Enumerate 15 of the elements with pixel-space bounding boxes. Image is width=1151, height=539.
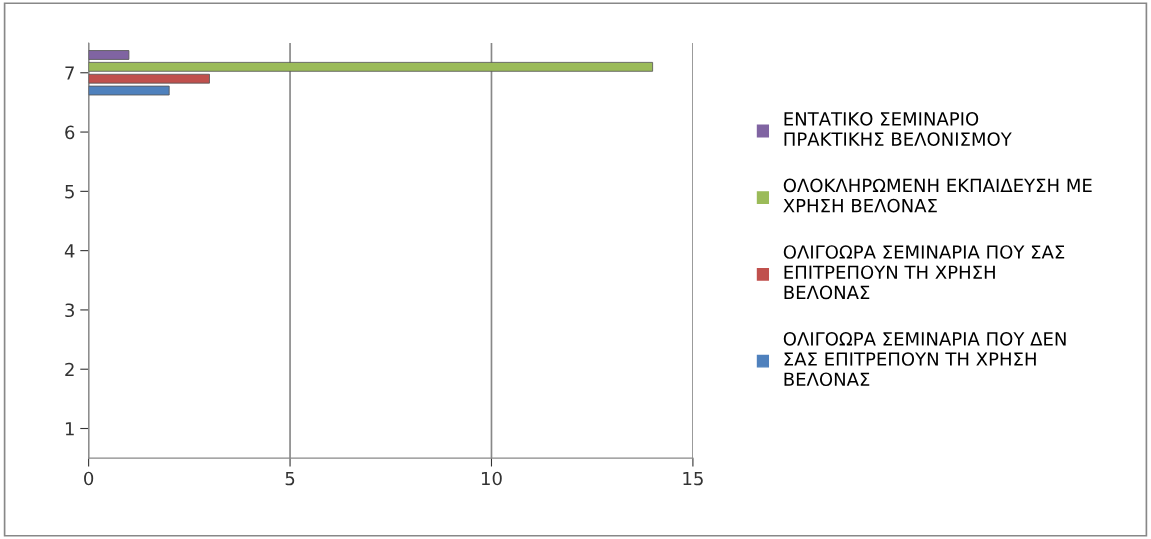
y-tick-label: 4	[64, 244, 75, 258]
y-tick-label: 7	[65, 66, 74, 80]
y-tick-label: 5	[65, 185, 74, 199]
legend-label: ΟΛΙΓΟΩΡΑ ΣΕΜΙΝΑΡΙΑ ΠΟΥ ΔΕΝ ΣΑΣ ΕΠΙΤΡΕΠΟΥΝ ΤΗ ΧΡΗΣΗ ΒΕΛΟΝΑΣ	[783, 331, 1066, 387]
y-tick-label: 3	[65, 303, 74, 318]
x-tick-label: 15	[683, 471, 703, 486]
x-tick-label: 5	[285, 471, 295, 486]
legend-label: ΕΝΤΑΤΙΚΟ ΣΕΜΙΝΑΡΙΟ ΠΡΑΚΤΙΚΗΣ ΒΕΛΟΝΙΣΜΟΥ	[784, 112, 1012, 146]
legend-label: ΟΛΙΓΟΩΡΑ ΣΕΜΙΝΑΡΙΑ ΠΟΥ ΣΑΣ ΕΠΙΤΡΕΠΟΥΝ ΤΗ ΧΡΗΣΗ ΒΕΛΟΝΑΣ	[783, 245, 1065, 300]
x-tick-label: 10	[481, 471, 502, 486]
y-tick-label: 1	[65, 422, 74, 436]
y-tick-label: 6	[65, 125, 75, 140]
y-tick-label: 2	[65, 362, 74, 377]
x-tick-label: 0	[84, 471, 94, 486]
legend-label: ΟΛΟΚΛΗΡΩΜΕΝΗ ΕΚΠΑΙΔΕΥΣΗ ΜΕ ΧΡΗΣΗ ΒΕΛΟΝΑΣ	[783, 178, 1092, 213]
